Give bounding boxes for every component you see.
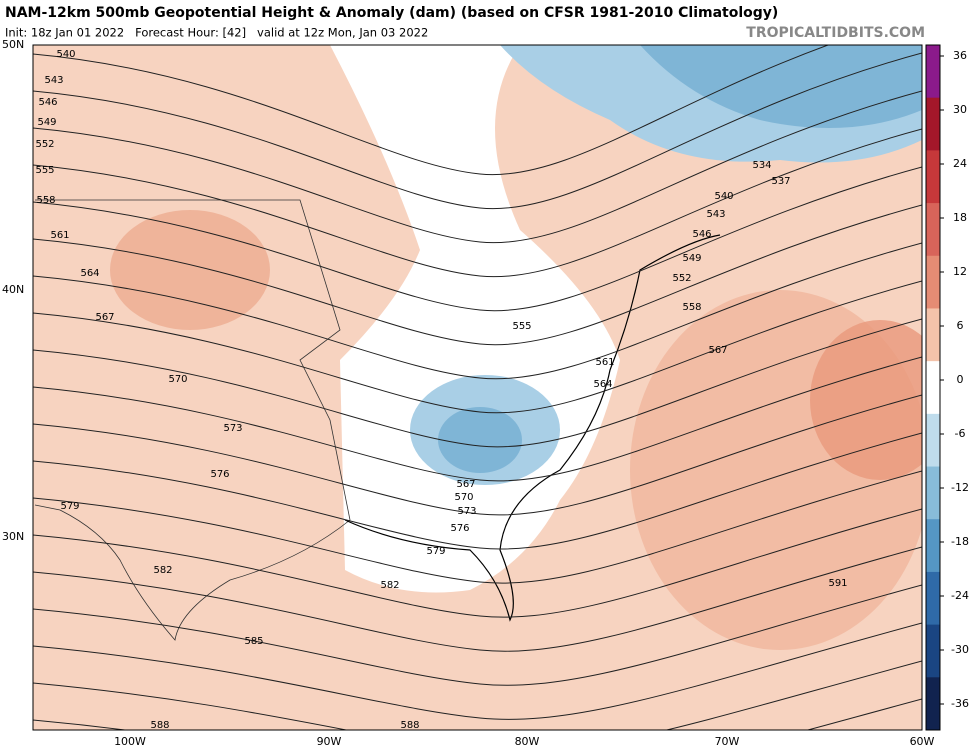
colorbar-label: 24 bbox=[953, 157, 967, 170]
contour-line bbox=[33, 90, 922, 244]
subtitle: Init: 18z Jan 01 2022 Forecast Hour: [42… bbox=[5, 26, 428, 40]
contour-label: 549 bbox=[37, 117, 56, 128]
contour-label: 546 bbox=[692, 229, 711, 240]
contour-label: 537 bbox=[771, 176, 790, 187]
contour-label: 588 bbox=[150, 720, 169, 731]
colorbar-label: 0 bbox=[957, 373, 964, 386]
contour-label: 585 bbox=[244, 636, 263, 647]
contour-label: 534 bbox=[752, 160, 771, 171]
colorbar-swatch bbox=[926, 571, 940, 626]
contour-line bbox=[33, 166, 922, 312]
colorbar-label: 18 bbox=[953, 211, 967, 224]
contour-label: 564 bbox=[593, 379, 612, 390]
contour-label: 558 bbox=[36, 195, 55, 206]
colorbar-label: -18 bbox=[951, 535, 969, 548]
map bbox=[32, 44, 923, 731]
colorbar-frame bbox=[925, 44, 941, 731]
contour-line bbox=[33, 128, 922, 278]
colorbar-label: 30 bbox=[953, 103, 967, 116]
contour-label: 576 bbox=[450, 523, 469, 534]
colorbar-swatch bbox=[926, 150, 940, 204]
contour-line bbox=[33, 508, 922, 618]
colorbar-swatch bbox=[926, 413, 940, 468]
contour-label: 570 bbox=[454, 492, 473, 503]
contour-label: 573 bbox=[457, 506, 476, 517]
contour-label: 582 bbox=[380, 580, 399, 591]
colorbar-label: 36 bbox=[953, 49, 967, 62]
contour-line bbox=[33, 242, 922, 380]
contour-label: 579 bbox=[60, 501, 79, 512]
lat-label: 40N bbox=[2, 283, 24, 296]
contour-label: 540 bbox=[56, 49, 75, 60]
contour-label: 561 bbox=[50, 230, 69, 241]
lon-label: 100W bbox=[114, 735, 146, 748]
colorbar-swatch bbox=[926, 203, 940, 257]
contour-line bbox=[33, 356, 922, 482]
contour-line bbox=[33, 204, 922, 346]
contour-label: 570 bbox=[168, 374, 187, 385]
contour-label: 540 bbox=[714, 191, 733, 202]
contour-line bbox=[33, 546, 922, 652]
lat-label: 30N bbox=[2, 530, 24, 543]
colorbar-swatch bbox=[926, 255, 940, 309]
colorbar-swatch bbox=[926, 308, 940, 362]
contour-line bbox=[33, 622, 922, 720]
colorbar-swatch bbox=[926, 466, 940, 520]
contour-label: 558 bbox=[682, 302, 701, 313]
colorbar-swatch bbox=[926, 97, 940, 151]
colorbar-label: 6 bbox=[957, 319, 964, 332]
contour-label: 591 bbox=[828, 578, 847, 589]
colorbar-swatch bbox=[926, 624, 940, 678]
lat-label: 50N bbox=[2, 38, 24, 51]
title: NAM-12km 500mb Geopotential Height & Ano… bbox=[5, 5, 778, 21]
contour-label: 564 bbox=[80, 268, 99, 279]
colorbar-label: -24 bbox=[951, 589, 969, 602]
colorbar-label: -30 bbox=[951, 643, 969, 656]
contour-line bbox=[33, 280, 922, 414]
colorbar-swatch bbox=[926, 677, 940, 731]
colorbar: 36 30 24 18 12 6 0 -6 -12 -18 -24 -30 -36 bbox=[925, 44, 969, 731]
contour-label: 552 bbox=[672, 273, 691, 284]
lon-label: 70W bbox=[715, 735, 740, 748]
contour-label: 588 bbox=[400, 720, 419, 731]
colorbar-swatch bbox=[926, 45, 940, 99]
contour-line bbox=[33, 394, 922, 516]
colorbar-label: -6 bbox=[955, 427, 966, 440]
lon-label: 90W bbox=[317, 735, 342, 748]
contour-label: 567 bbox=[456, 479, 475, 490]
colorbar-label: -36 bbox=[951, 697, 969, 710]
watermark: TROPICALTIDBITS.COM bbox=[746, 25, 925, 41]
contour-label: 576 bbox=[210, 469, 229, 480]
contour-label: 546 bbox=[38, 97, 57, 108]
contour-label: 573 bbox=[223, 423, 242, 434]
colorbar-label: 12 bbox=[953, 265, 967, 278]
lon-label: 60W bbox=[910, 735, 935, 748]
contour-label: 582 bbox=[153, 565, 172, 576]
contour-label: 543 bbox=[44, 75, 63, 86]
contour-label: 579 bbox=[426, 546, 445, 557]
contour-label: 549 bbox=[682, 253, 701, 264]
contour-label: 543 bbox=[706, 209, 725, 220]
contour-label: 567 bbox=[708, 345, 727, 356]
contour-line bbox=[33, 45, 830, 176]
contour-line bbox=[33, 52, 922, 210]
contour-label: 555 bbox=[35, 165, 54, 176]
contour-line bbox=[33, 660, 922, 730]
colorbar-swatch bbox=[926, 519, 940, 573]
contour-label: 561 bbox=[595, 357, 614, 368]
lon-label: 80W bbox=[515, 735, 540, 748]
contour-line bbox=[33, 318, 922, 448]
contour-line bbox=[33, 584, 922, 686]
contour-line bbox=[33, 470, 922, 584]
contour-line bbox=[33, 432, 922, 550]
contour-label: 552 bbox=[35, 139, 54, 150]
colorbar-swatch bbox=[926, 361, 940, 415]
contour-label: 567 bbox=[95, 312, 114, 323]
colorbar-label: -12 bbox=[951, 481, 969, 494]
contour-label: 555 bbox=[512, 321, 531, 332]
